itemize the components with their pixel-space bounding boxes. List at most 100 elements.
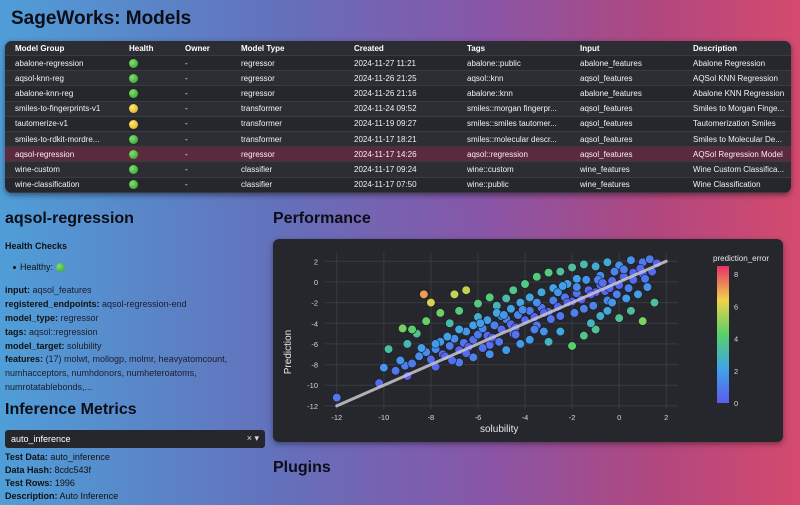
scatter-point[interactable]: [642, 282, 653, 292]
scatter-point[interactable]: [525, 335, 535, 345]
scatter-point[interactable]: [586, 318, 596, 328]
table-row[interactable]: smiles-to-fingerprints-v1 - transformer 202…: [5, 100, 791, 117]
scatter-point[interactable]: [602, 306, 613, 316]
scatter-point[interactable]: [518, 305, 528, 315]
models-table[interactable]: Model Group Health Owner Model Type Crea…: [5, 41, 791, 193]
scatter-point[interactable]: [395, 355, 405, 366]
table-row[interactable]: aqsol-knn-reg - regressor 2024-11-26 21:25 a…: [5, 70, 791, 86]
scatter-point[interactable]: [529, 324, 540, 335]
scatter-point[interactable]: [567, 262, 577, 273]
scatter-point[interactable]: [478, 343, 488, 353]
scatter-point[interactable]: [555, 311, 565, 321]
scatter-point[interactable]: [454, 306, 464, 316]
scatter-point[interactable]: [525, 292, 535, 303]
scatter-point[interactable]: [390, 366, 401, 376]
scatter-point[interactable]: [506, 304, 516, 314]
scatter-point[interactable]: [612, 289, 622, 299]
inference-run-dropdown[interactable]: auto_inference × ▾: [5, 430, 265, 448]
table-row[interactable]: wine-clusters-hdbscan -clusterer2024-11-1…: [5, 191, 791, 193]
scatter-point[interactable]: [536, 287, 547, 297]
scatter-point[interactable]: [543, 268, 554, 278]
table-row[interactable]: abalone-regression - regressor 2024-11-27 1…: [5, 54, 791, 71]
scatter-point[interactable]: [579, 331, 589, 341]
scatter-point[interactable]: [591, 324, 601, 335]
scatter-point[interactable]: [383, 344, 394, 354]
scatter-point[interactable]: [332, 393, 342, 403]
scatter-point[interactable]: [602, 257, 613, 267]
scatter-point[interactable]: [442, 332, 452, 342]
column-header[interactable]: Tags: [457, 41, 570, 56]
scatter-point[interactable]: [609, 266, 620, 277]
scatter-point[interactable]: [454, 324, 464, 335]
scatter-point[interactable]: [532, 297, 542, 308]
scatter-point[interactable]: [421, 316, 431, 326]
scatter-point[interactable]: [398, 323, 408, 334]
scatter-point[interactable]: [489, 320, 500, 330]
scatter-point[interactable]: [588, 301, 598, 311]
scatter-point[interactable]: [539, 326, 549, 337]
scatter-point[interactable]: [499, 310, 509, 320]
table-row[interactable]: wine-custom - classifier 2024-11-17 09:24 wi…: [5, 161, 791, 177]
column-header[interactable]: Input: [570, 41, 683, 56]
scatter-point[interactable]: [626, 306, 636, 316]
scatter-point[interactable]: [468, 352, 478, 362]
column-header[interactable]: Model Type: [231, 41, 344, 56]
scatter-point[interactable]: [449, 289, 460, 299]
scatter-point[interactable]: [494, 337, 504, 347]
scatter-point[interactable]: [475, 318, 485, 328]
scatter-point[interactable]: [511, 330, 521, 340]
scatter-point[interactable]: [579, 259, 589, 269]
column-header[interactable]: Created: [344, 41, 457, 56]
scatter-point[interactable]: [555, 326, 565, 337]
scatter-point[interactable]: [532, 272, 542, 282]
scatter-point[interactable]: [598, 278, 608, 288]
table-row[interactable]: wine-classification - classifier 2024-11-17…: [5, 176, 791, 193]
scatter-point[interactable]: [633, 289, 643, 299]
scatter-point[interactable]: [546, 314, 556, 324]
table-row[interactable]: abalone-knn-reg - regressor 2024-11-26 21:1…: [5, 85, 791, 102]
scatter-point[interactable]: [473, 299, 483, 309]
scatter-point[interactable]: [485, 349, 495, 359]
scatter-point[interactable]: [445, 341, 455, 351]
table-row[interactable]: tautomerize-v1 - transformer 2024-11-19 09:…: [5, 115, 791, 132]
scatter-point[interactable]: [379, 363, 389, 373]
scatter-point[interactable]: [626, 255, 636, 265]
scatter-point[interactable]: [501, 293, 511, 304]
performance-plot-card[interactable]: -12 -10 -8 -6 -4 -2 0 2 2 0 -2 -4 -6 -8 -10 -12 solubil…: [273, 239, 783, 442]
scatter-point[interactable]: [520, 279, 530, 289]
performance-scatter-plot[interactable]: -12 -10 -8 -6 -4 -2 0 2 2 0 -2 -4 -6 -8 -10 -12 solubil…: [273, 239, 783, 442]
scatter-point[interactable]: [407, 358, 417, 369]
scatter-point[interactable]: [572, 274, 582, 284]
scatter-point[interactable]: [607, 297, 617, 308]
scatter-point[interactable]: [407, 324, 417, 335]
scatter-point[interactable]: [572, 282, 582, 292]
scatter-point[interactable]: [473, 330, 483, 340]
scatter-point[interactable]: [555, 266, 565, 277]
table-row[interactable]: smiles-to-rdkit-mordre... - transformer 202…: [5, 130, 791, 147]
scatter-point[interactable]: [645, 254, 655, 264]
scatter-point[interactable]: [426, 297, 436, 308]
scatter-point[interactable]: [619, 264, 629, 275]
scatter-point[interactable]: [614, 313, 624, 323]
scatter-point[interactable]: [431, 339, 441, 349]
scatter-point[interactable]: [461, 285, 471, 295]
scatter-point[interactable]: [402, 339, 412, 349]
scatter-point[interactable]: [445, 318, 455, 328]
scatter-point[interactable]: [485, 292, 495, 303]
scatter-point[interactable]: [640, 274, 650, 284]
table-row[interactable]: aqsol-regression - regressor 2024-11-17 14:…: [5, 146, 791, 162]
column-header[interactable]: Owner: [175, 41, 231, 56]
scatter-point[interactable]: [515, 339, 525, 349]
scatter-point[interactable]: [508, 285, 518, 295]
scatter-point[interactable]: [579, 304, 589, 314]
scatter-point[interactable]: [548, 295, 558, 306]
column-header[interactable]: Description: [683, 41, 791, 56]
column-header[interactable]: Health: [119, 41, 175, 56]
scatter-point[interactable]: [621, 293, 631, 304]
scatter-point[interactable]: [595, 311, 605, 321]
dropdown-clear-chevron-icon[interactable]: × ▾: [246, 433, 259, 443]
scatter-point[interactable]: [416, 343, 427, 353]
scatter-point[interactable]: [435, 308, 445, 318]
scatter-point[interactable]: [501, 345, 511, 355]
scatter-point[interactable]: [419, 289, 429, 299]
